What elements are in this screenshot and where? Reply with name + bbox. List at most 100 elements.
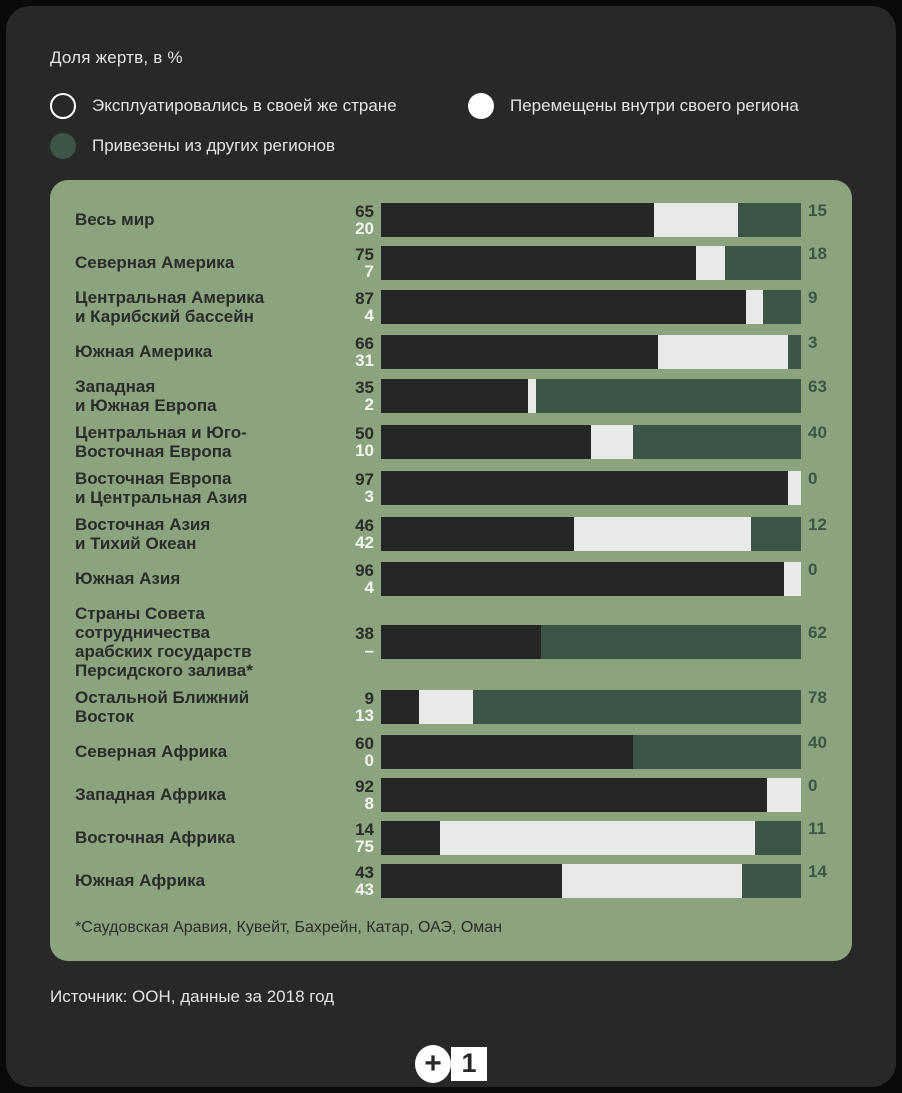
stacked-bar: [381, 778, 801, 812]
region-label: Весь мир: [75, 210, 323, 229]
region-value-right: 3: [808, 332, 848, 369]
region-row: Восточная Азия и Тихий Океан 46 42 12: [75, 515, 852, 553]
bar-segment-within-region: [654, 202, 738, 237]
region-row: Северная Африка 60 0 40: [75, 734, 852, 770]
logo-plus-icon: +: [424, 1046, 442, 1080]
region-row: Южная Азия 96 4 0: [75, 560, 852, 596]
region-label-line: и Южная Европа: [75, 396, 217, 416]
value-within-region: 20: [355, 218, 374, 238]
region-row: Западная и Южная Европа 35 2 63: [75, 377, 852, 415]
region-value-right: 40: [808, 424, 848, 459]
legend: Эксплуатировались в своей же стране Пере…: [50, 92, 852, 160]
region-label: Южная Америка: [75, 342, 323, 361]
region-label-line: Южная Азия: [75, 569, 181, 589]
value-own-country: 43: [355, 863, 374, 882]
region-label-line: Западная Африка: [75, 785, 226, 805]
region-label-line: арабских государств: [75, 642, 252, 662]
region-label-line: Восток: [75, 707, 134, 727]
value-other-regions: 11: [808, 819, 826, 838]
bar-segment-other-regions: [540, 625, 801, 660]
logo-plus-circle-icon: +: [415, 1044, 451, 1083]
region-value-right: 18: [808, 244, 848, 280]
region-value-right: 0: [808, 560, 848, 596]
region-values-left: 38 –: [330, 625, 374, 659]
region-values-left: 65 20: [330, 203, 374, 237]
value-own-country: 38: [355, 624, 374, 644]
legend-item: Эксплуатировались в своей же стране: [50, 92, 468, 120]
bar-segment-other-regions: [754, 821, 801, 855]
bar-segment-within-region: [746, 290, 764, 325]
region-label: Страны Совета сотрудничества арабских гос…: [75, 604, 323, 680]
legend-item: Перемещены внутри своего региона: [468, 92, 852, 120]
region-label: Южная Африка: [75, 871, 323, 890]
legend-marker-other-regions-icon: [50, 133, 76, 159]
region-row: Северная Америка 75 7 18: [75, 244, 852, 280]
stacked-bar: [381, 517, 801, 552]
value-other-regions: 3: [808, 332, 818, 352]
bar-segment-other-regions: [763, 290, 801, 325]
bar-segment-within-region: [574, 517, 751, 552]
region-label: Южная Азия: [75, 569, 323, 588]
region-label: Северная Америка: [75, 253, 323, 272]
region-row: Западная Африка 92 8 0: [75, 777, 852, 813]
stacked-bar: [381, 735, 801, 769]
bar-segment-within-region: [591, 425, 633, 460]
bar-segment-other-regions: [536, 379, 801, 414]
region-row: Страны Совета сотрудничества арабских гос…: [75, 604, 852, 680]
region-label-line: Восточная Европа: [75, 469, 232, 489]
bar-segment-within-region: [528, 379, 537, 414]
legend-label: Перемещены внутри своего региона: [510, 96, 799, 115]
bar-segment-own-country: [381, 425, 591, 460]
chart-panel: Весь мир 65 20 15 Северная Америка 75 7 …: [50, 180, 852, 961]
stacked-bar: [381, 864, 801, 898]
region-label-line: Центральная Америка: [75, 288, 265, 307]
bar-segment-own-country: [381, 334, 659, 369]
infographic-card: Доля жертв, в % Эксплуатировались в свое…: [6, 6, 896, 1087]
stacked-bar: [381, 561, 801, 596]
region-label: Восточная Африка: [75, 828, 323, 847]
region-values-left: 43 43: [330, 864, 374, 898]
bar-segment-own-country: [381, 625, 541, 660]
bar-segment-own-country: [381, 245, 696, 280]
value-own-country: 35: [355, 378, 374, 398]
region-values-left: 14 75: [330, 821, 374, 855]
stacked-bar: [381, 471, 801, 506]
region-value-right: 40: [808, 734, 848, 769]
value-within-region: 8: [364, 794, 374, 813]
legend-item: Привезены из других регионов: [50, 132, 468, 160]
region-values-left: 97 3: [330, 471, 374, 505]
bar-segment-other-regions: [742, 864, 801, 898]
bar-segment-other-regions: [633, 735, 801, 769]
value-within-region: 75: [355, 837, 374, 856]
chart-rows: Весь мир 65 20 15 Северная Америка 75 7 …: [50, 201, 852, 899]
region-values-left: 87 4: [330, 290, 374, 324]
bar-segment-other-regions: [473, 690, 801, 725]
region-values-left: 96 4: [330, 562, 374, 596]
region-label-line: Весь мир: [75, 209, 155, 229]
value-other-regions: 14: [808, 862, 827, 881]
region-label: Центральная Америка и Карибский бассейн: [75, 288, 323, 326]
logo-one-square-icon: 1: [451, 1046, 487, 1081]
region-row: Весь мир 65 20 15: [75, 201, 852, 237]
bar-segment-own-country: [381, 379, 528, 414]
region-value-right: 14: [808, 862, 848, 898]
region-value-right: 9: [808, 289, 848, 324]
region-values-left: 92 8: [330, 778, 374, 812]
bar-segment-within-region: [696, 245, 726, 280]
bar-segment-other-regions: [633, 425, 801, 460]
region-values-left: 75 7: [330, 246, 374, 280]
bar-segment-own-country: [381, 471, 789, 506]
region-label-line: Южная Америка: [75, 342, 213, 362]
value-own-country: 75: [355, 244, 374, 264]
region-label-line: Центральная и Юго-: [75, 423, 247, 443]
region-value-right: 11: [808, 819, 848, 855]
bar-segment-within-region: [767, 778, 801, 812]
value-own-country: 92: [355, 777, 374, 796]
stacked-bar: [381, 202, 801, 237]
region-label-line: и Тихий Океан: [75, 534, 197, 554]
stacked-bar: [381, 245, 801, 280]
value-within-region: –: [364, 641, 374, 661]
region-values-left: 9 13: [330, 690, 374, 724]
region-label: Западная Африка: [75, 785, 323, 804]
bar-segment-own-country: [381, 561, 785, 596]
